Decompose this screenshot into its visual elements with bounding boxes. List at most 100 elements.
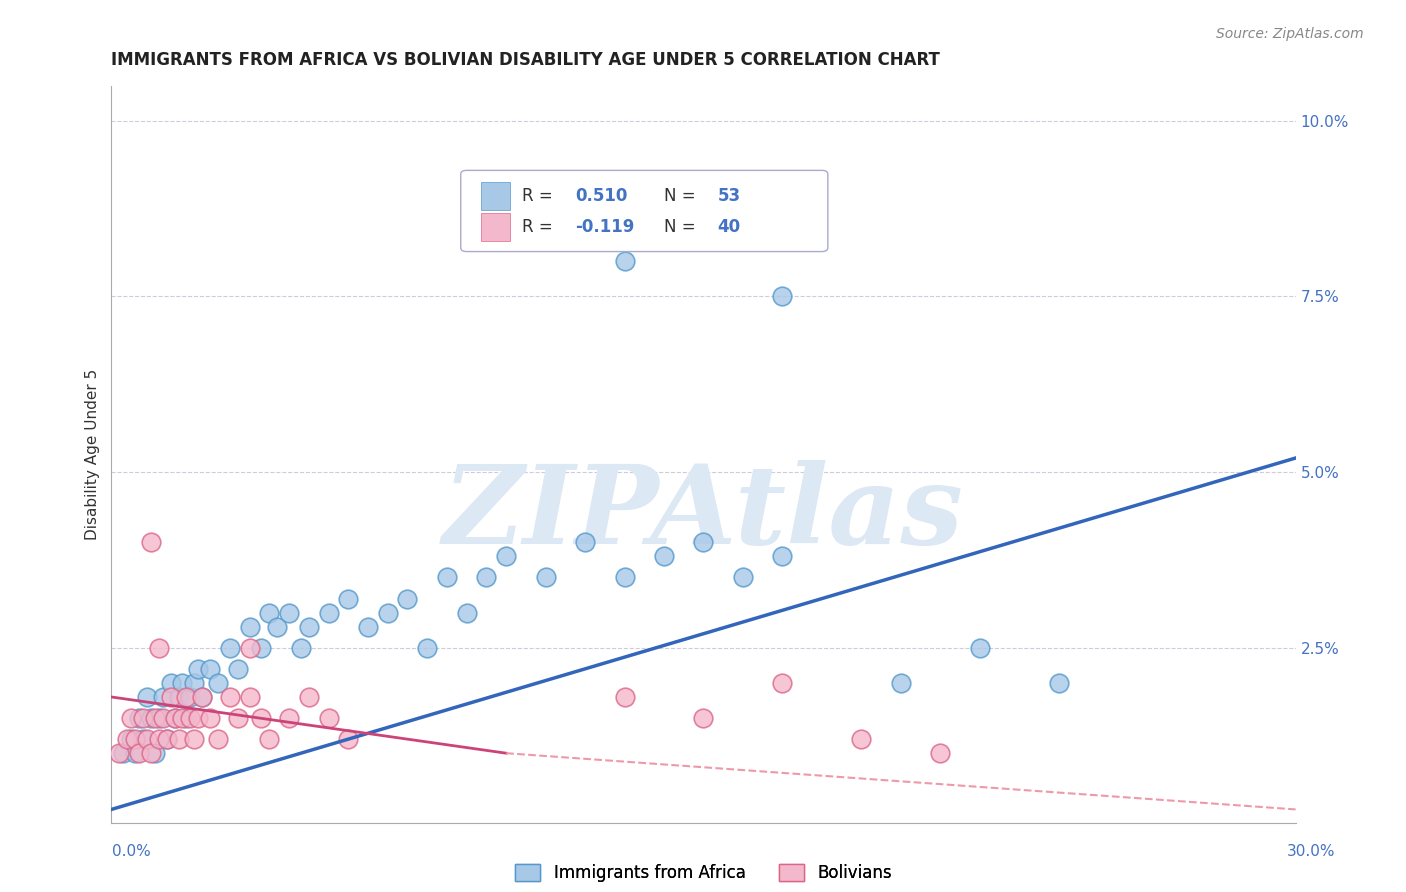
- Text: -0.119: -0.119: [575, 219, 636, 236]
- Point: [534, 570, 557, 584]
- Point: [337, 732, 360, 747]
- Text: 0.510: 0.510: [575, 187, 628, 205]
- Point: [266, 620, 288, 634]
- Text: Source: ZipAtlas.com: Source: ZipAtlas.com: [1216, 27, 1364, 41]
- Point: [159, 690, 181, 704]
- Point: [436, 570, 458, 584]
- Point: [475, 570, 498, 584]
- Point: [148, 711, 170, 725]
- Point: [183, 732, 205, 747]
- Point: [152, 711, 174, 725]
- Point: [191, 690, 214, 704]
- Point: [218, 640, 240, 655]
- Point: [238, 690, 260, 704]
- Point: [1047, 676, 1070, 690]
- Point: [495, 549, 517, 564]
- Point: [198, 711, 221, 725]
- Point: [179, 690, 201, 704]
- Point: [179, 711, 201, 725]
- Text: R =: R =: [522, 219, 564, 236]
- Point: [613, 570, 636, 584]
- Point: [250, 711, 273, 725]
- Point: [298, 690, 321, 704]
- Point: [226, 662, 249, 676]
- Point: [456, 606, 478, 620]
- Point: [183, 676, 205, 690]
- Point: [613, 690, 636, 704]
- Point: [108, 746, 131, 760]
- Point: [139, 535, 162, 549]
- Text: 53: 53: [717, 187, 741, 205]
- Point: [136, 690, 159, 704]
- Point: [172, 711, 194, 725]
- Point: [318, 606, 340, 620]
- Point: [159, 676, 181, 690]
- FancyBboxPatch shape: [481, 182, 510, 211]
- Text: IMMIGRANTS FROM AFRICA VS BOLIVIAN DISABILITY AGE UNDER 5 CORRELATION CHART: IMMIGRANTS FROM AFRICA VS BOLIVIAN DISAB…: [111, 51, 941, 69]
- Point: [148, 640, 170, 655]
- Text: ZIPAtlas: ZIPAtlas: [443, 459, 965, 567]
- Point: [969, 640, 991, 655]
- Point: [250, 640, 273, 655]
- Point: [124, 746, 146, 760]
- Point: [132, 711, 155, 725]
- Point: [851, 732, 873, 747]
- Point: [318, 711, 340, 725]
- Point: [218, 690, 240, 704]
- Point: [128, 746, 150, 760]
- Point: [187, 662, 209, 676]
- Point: [290, 640, 312, 655]
- Point: [143, 711, 166, 725]
- Point: [124, 732, 146, 747]
- Point: [357, 620, 380, 634]
- Point: [278, 711, 301, 725]
- Point: [176, 690, 198, 704]
- Point: [278, 606, 301, 620]
- Point: [772, 676, 794, 690]
- Point: [198, 662, 221, 676]
- Point: [259, 732, 281, 747]
- Point: [156, 732, 179, 747]
- Point: [337, 591, 360, 606]
- Point: [772, 549, 794, 564]
- Point: [167, 732, 190, 747]
- Point: [120, 711, 142, 725]
- Point: [396, 591, 419, 606]
- Point: [238, 640, 260, 655]
- Point: [163, 711, 186, 725]
- Point: [148, 732, 170, 747]
- Point: [152, 690, 174, 704]
- Point: [890, 676, 912, 690]
- Y-axis label: Disability Age Under 5: Disability Age Under 5: [86, 369, 100, 541]
- Point: [298, 620, 321, 634]
- Point: [574, 535, 596, 549]
- Point: [377, 606, 399, 620]
- Text: 30.0%: 30.0%: [1288, 845, 1336, 859]
- Point: [139, 746, 162, 760]
- Point: [132, 732, 155, 747]
- Point: [112, 746, 135, 760]
- Point: [156, 732, 179, 747]
- Point: [120, 732, 142, 747]
- Point: [613, 254, 636, 268]
- Point: [128, 711, 150, 725]
- Point: [187, 711, 209, 725]
- Text: R =: R =: [522, 187, 564, 205]
- Point: [143, 746, 166, 760]
- Point: [692, 711, 714, 725]
- Point: [115, 732, 138, 747]
- Point: [167, 690, 190, 704]
- Point: [207, 732, 229, 747]
- Point: [731, 570, 754, 584]
- Point: [259, 606, 281, 620]
- Point: [191, 690, 214, 704]
- FancyBboxPatch shape: [481, 213, 510, 241]
- Legend: Immigrants from Africa, Bolivians: Immigrants from Africa, Bolivians: [509, 857, 898, 889]
- Point: [226, 711, 249, 725]
- Text: N =: N =: [665, 219, 696, 236]
- Point: [136, 732, 159, 747]
- Point: [172, 676, 194, 690]
- Point: [772, 289, 794, 303]
- Text: 40: 40: [717, 219, 741, 236]
- Point: [416, 640, 439, 655]
